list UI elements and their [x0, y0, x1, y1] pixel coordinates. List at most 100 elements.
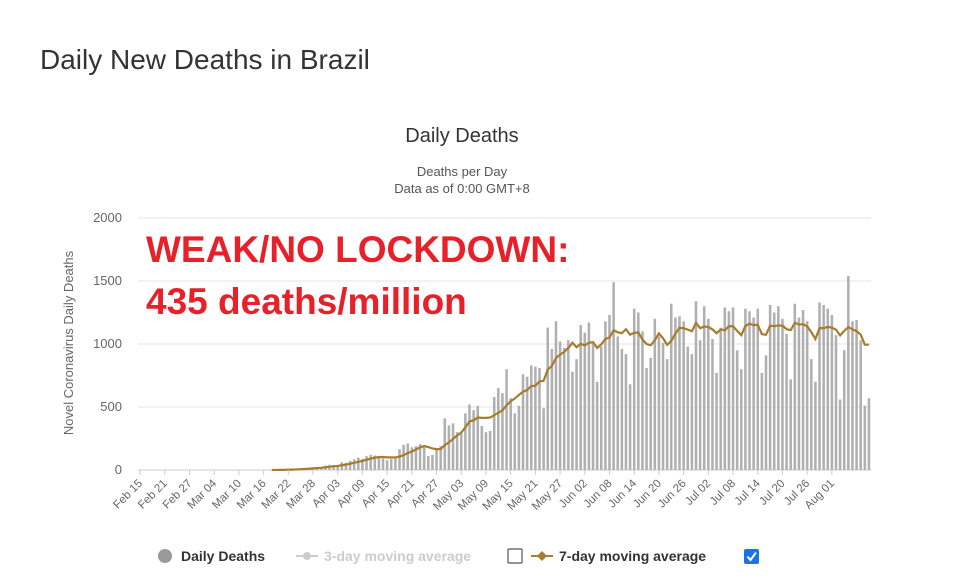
bar[interactable] — [859, 340, 862, 470]
bar[interactable] — [818, 302, 821, 470]
bar[interactable] — [830, 315, 834, 470]
bar[interactable] — [777, 306, 780, 470]
bar[interactable] — [801, 309, 805, 470]
bar[interactable] — [348, 460, 352, 470]
bar[interactable] — [624, 354, 628, 470]
bar[interactable] — [480, 425, 484, 470]
bar[interactable] — [657, 336, 661, 470]
bar[interactable] — [698, 340, 702, 470]
bar[interactable] — [571, 371, 574, 470]
bar[interactable] — [418, 444, 422, 470]
legend-item-3day[interactable]: 3-day moving average — [296, 548, 471, 564]
bar[interactable] — [810, 359, 813, 470]
seven-day-average-path[interactable] — [271, 320, 869, 472]
bar[interactable] — [398, 449, 401, 470]
bar[interactable] — [534, 366, 537, 470]
checkbox-3day[interactable] — [507, 548, 523, 564]
bar[interactable] — [797, 317, 801, 470]
bar[interactable] — [575, 359, 578, 470]
bar[interactable] — [332, 464, 335, 470]
bar[interactable] — [513, 413, 517, 470]
bar[interactable] — [653, 318, 657, 470]
bar[interactable] — [587, 322, 591, 470]
bar[interactable] — [521, 374, 525, 470]
bar[interactable] — [727, 311, 731, 470]
bar[interactable] — [464, 413, 467, 470]
bar[interactable] — [682, 321, 685, 470]
bar[interactable] — [476, 405, 480, 470]
bar[interactable] — [600, 346, 603, 470]
bar[interactable] — [847, 275, 850, 470]
bar[interactable] — [690, 354, 694, 470]
checkbox-7day[interactable] — [744, 549, 759, 564]
bar[interactable] — [472, 410, 475, 470]
bar[interactable] — [793, 303, 797, 470]
bar[interactable] — [451, 423, 455, 470]
bar[interactable] — [459, 433, 463, 470]
bar[interactable] — [649, 357, 652, 470]
bar[interactable] — [674, 317, 677, 470]
bar[interactable] — [632, 308, 636, 470]
bar[interactable] — [377, 457, 381, 470]
bar[interactable] — [562, 347, 566, 470]
legend-item-7day[interactable]: 7-day moving average — [531, 548, 706, 564]
bar[interactable] — [764, 355, 768, 470]
bar[interactable] — [558, 341, 562, 470]
bar[interactable] — [665, 359, 669, 470]
bar[interactable] — [781, 318, 784, 470]
bar[interactable] — [805, 321, 809, 470]
bar[interactable] — [702, 306, 706, 470]
bar[interactable] — [542, 408, 545, 470]
bar[interactable] — [435, 448, 438, 470]
bar[interactable] — [567, 340, 570, 470]
bar[interactable] — [422, 447, 426, 470]
bar[interactable] — [525, 376, 529, 470]
bar[interactable] — [694, 301, 698, 470]
bar[interactable] — [591, 342, 595, 470]
bar[interactable] — [723, 307, 727, 470]
bar[interactable] — [427, 456, 430, 470]
bar[interactable] — [686, 346, 690, 470]
bar[interactable] — [707, 318, 710, 470]
bar[interactable] — [406, 443, 409, 470]
bar[interactable] — [661, 342, 665, 470]
bar[interactable] — [554, 321, 558, 470]
bar[interactable] — [834, 335, 838, 470]
bar[interactable] — [357, 457, 360, 470]
bar[interactable] — [410, 447, 414, 470]
bar[interactable] — [389, 458, 393, 470]
bar[interactable] — [447, 425, 451, 470]
bar[interactable] — [579, 325, 582, 470]
bar[interactable] — [744, 308, 747, 470]
bar[interactable] — [497, 388, 500, 470]
seven-day-average-line[interactable] — [271, 320, 869, 472]
bar[interactable] — [529, 365, 533, 470]
bar[interactable] — [641, 331, 644, 470]
bar[interactable] — [822, 304, 825, 470]
bar[interactable] — [369, 454, 372, 470]
bar[interactable] — [616, 336, 620, 470]
bar[interactable] — [394, 456, 397, 470]
daily-deaths-bars[interactable] — [270, 275, 871, 471]
bar[interactable] — [583, 332, 587, 470]
bar[interactable] — [517, 405, 521, 470]
bar[interactable] — [768, 304, 772, 470]
bar[interactable] — [637, 312, 640, 471]
bar[interactable] — [488, 430, 492, 470]
bar[interactable] — [785, 333, 788, 470]
bar[interactable] — [826, 308, 830, 470]
bar[interactable] — [336, 465, 339, 470]
bar[interactable] — [863, 405, 867, 470]
bar[interactable] — [439, 446, 442, 470]
bar[interactable] — [760, 372, 764, 470]
bar[interactable] — [851, 321, 854, 470]
bar[interactable] — [678, 316, 681, 470]
bar[interactable] — [756, 308, 760, 470]
bar[interactable] — [604, 321, 607, 470]
bar[interactable] — [546, 327, 550, 470]
bar[interactable] — [814, 381, 817, 470]
bar[interactable] — [608, 315, 611, 470]
bar[interactable] — [492, 396, 496, 470]
bar[interactable] — [838, 399, 842, 470]
bar[interactable] — [385, 460, 389, 470]
